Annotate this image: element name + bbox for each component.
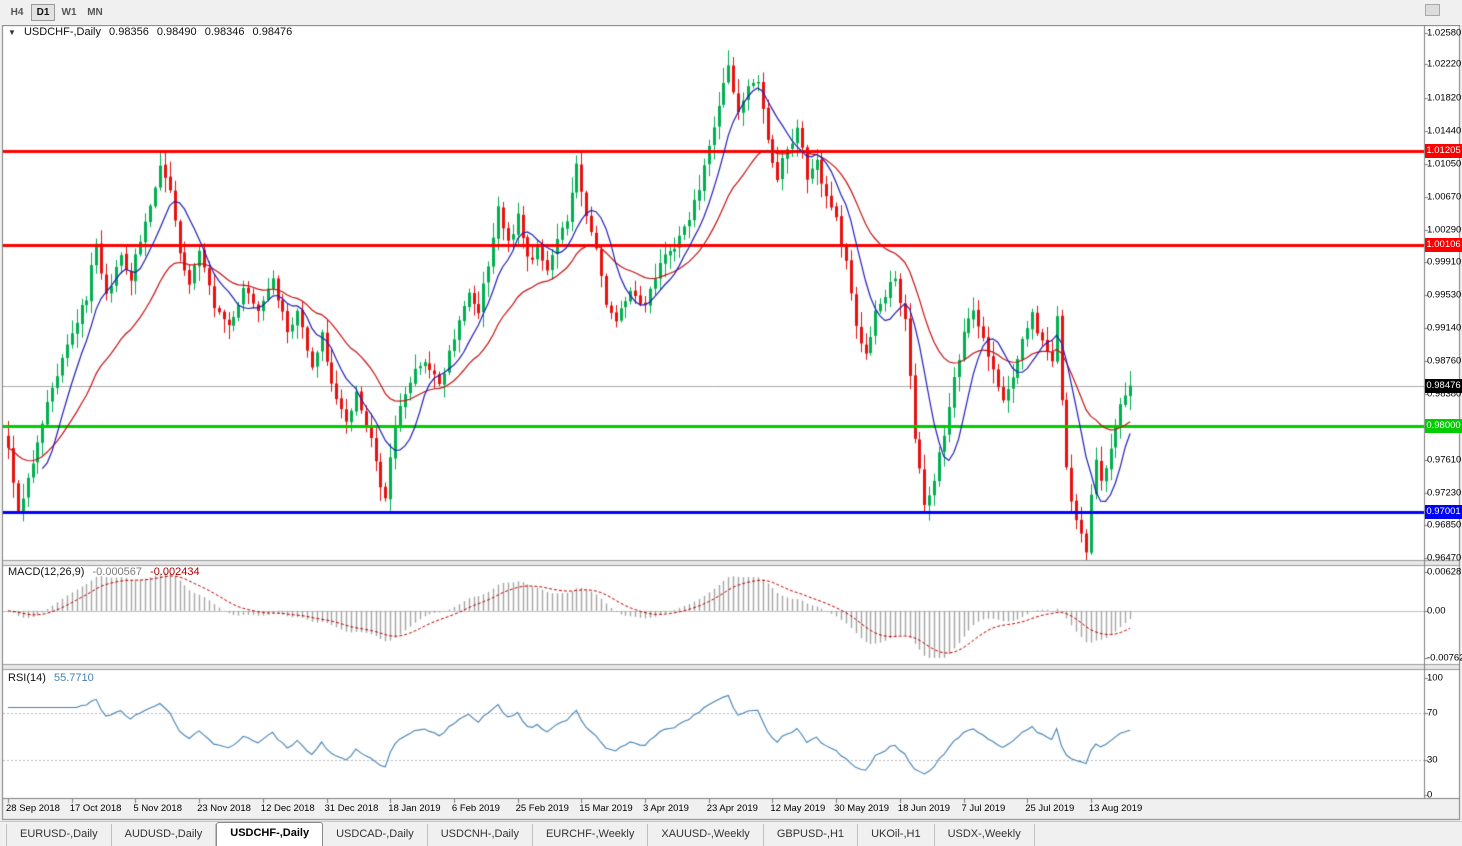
timeframe-button-w1[interactable]: W1 <box>61 7 77 18</box>
chart-tab-usdcnh-daily[interactable]: USDCNH-,Daily <box>428 824 533 846</box>
toolbar-grip[interactable] <box>1425 4 1440 16</box>
timeframe-button-d1[interactable]: D1 <box>31 4 55 21</box>
chart-tab-audusd-daily[interactable]: AUDUSD-,Daily <box>112 824 217 846</box>
chart-tab-usdchf-daily[interactable]: USDCHF-,Daily <box>216 822 324 846</box>
chart-tab-usdcad-daily[interactable]: USDCAD-,Daily <box>323 824 428 846</box>
timeframe-button-mn[interactable]: MN <box>87 7 103 18</box>
chart-tab-usdx-weekly[interactable]: USDX-,Weekly <box>935 824 1035 846</box>
chart-tab-eurusd-daily[interactable]: EURUSD-,Daily <box>6 824 112 846</box>
chart-tab-xauusd-weekly[interactable]: XAUUSD-,Weekly <box>648 824 764 846</box>
chart-tab-ukoil-h1[interactable]: UKOil-,H1 <box>858 824 935 846</box>
chart-tabs-bar: EURUSD-,Daily AUDUSD-,Daily USDCHF-,Daily U… <box>0 821 1462 846</box>
chart-tab-eurchf-weekly[interactable]: EURCHF-,Weekly <box>533 824 649 846</box>
timeframe-buttons: H4 D1 W1 MN <box>5 4 109 21</box>
timeframe-toolbar: H4 D1 W1 MN <box>0 0 1462 25</box>
timeframe-button-h4[interactable]: H4 <box>10 7 24 18</box>
chart-tab-gbpusd-h1[interactable]: GBPUSD-,H1 <box>764 824 859 846</box>
